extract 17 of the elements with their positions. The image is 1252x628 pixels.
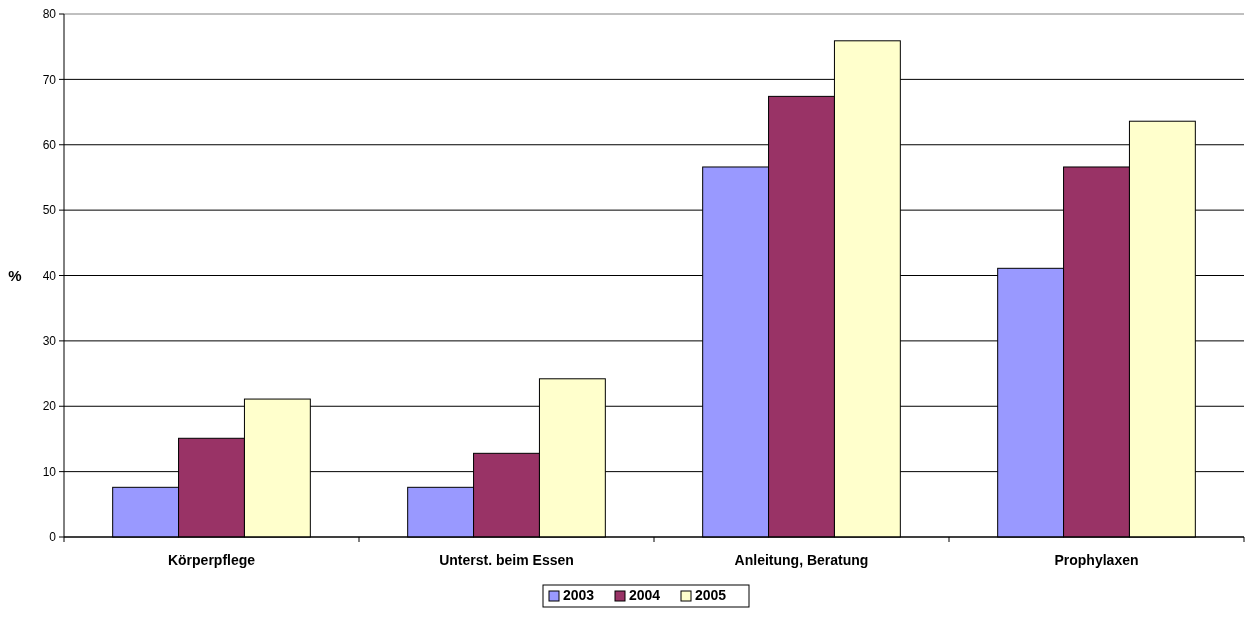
legend-label: 2004 — [629, 587, 661, 603]
x-tick-label: Prophylaxen — [1054, 552, 1139, 568]
y-tick-label: 20 — [42, 399, 57, 414]
x-tick-label: Körperpflege — [167, 552, 256, 568]
x-tick-label: Unterst. beim Essen — [439, 552, 574, 568]
y-tick-label: 60 — [42, 137, 57, 152]
y-tick-label: 40 — [42, 268, 57, 283]
y-tick-label: 0 — [49, 530, 57, 545]
y-tick-label: 70 — [42, 72, 57, 87]
legend-label: 2005 — [695, 587, 727, 603]
y-tick-label: 30 — [42, 334, 57, 349]
y-tick-label: 10 — [42, 464, 57, 479]
y-axis-title: % — [8, 266, 22, 284]
x-tick-label: Anleitung, Beratung — [734, 552, 869, 568]
y-tick-label: 80 — [42, 7, 57, 22]
y-tick-label: 50 — [42, 203, 57, 218]
legend-label: 2003 — [563, 587, 595, 603]
